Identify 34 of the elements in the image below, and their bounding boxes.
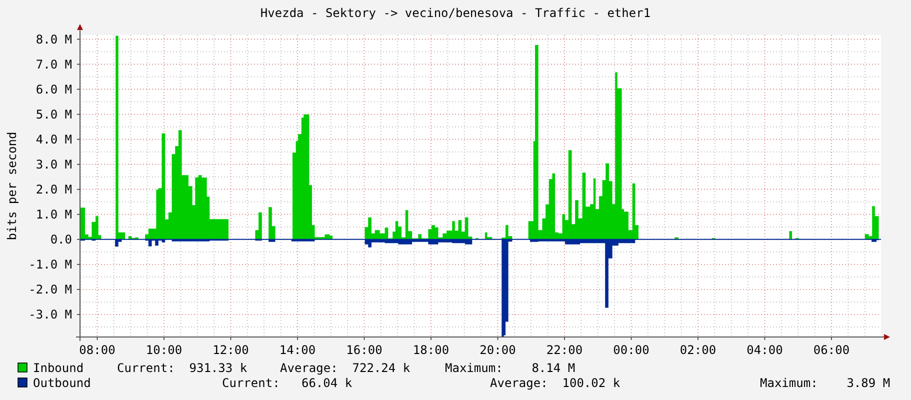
y-tick-label: 4.0 M <box>36 132 72 147</box>
text: Current: 66.04 k <box>222 376 353 390</box>
text: Average: 722.24 k <box>280 361 411 375</box>
text: Current: 931.33 k <box>117 361 248 375</box>
x-tick-label: 14:00 <box>279 343 316 357</box>
x-tick-label: 10:00 <box>146 343 182 357</box>
x-tick-label: 04:00 <box>746 343 783 357</box>
y-tick-label: 6.0 M <box>36 82 72 96</box>
y-axis-title: bits per second <box>5 132 19 240</box>
x-tick-label: 20:00 <box>480 343 516 357</box>
y-tick-label: 7.0 M <box>36 57 72 72</box>
x-tick-label: 12:00 <box>212 343 249 357</box>
y-tick-label: 0.0 <box>50 232 72 247</box>
legend-label: Inbound <box>33 361 84 375</box>
y-tick-label: -3.0 M <box>28 308 72 322</box>
y-tick-label: 2.0 M <box>36 182 72 197</box>
x-tick-label: 08:00 <box>79 343 116 357</box>
y-tick-label: -2.0 M <box>28 282 72 297</box>
x-tick-label: 16:00 <box>346 343 382 357</box>
chart-title: Hvezda - Sektory -> vecino/benesova - Traffic - ether1 <box>260 6 651 20</box>
y-tick-label: 5.0 M <box>36 108 72 122</box>
y-tick-label: 1.0 M <box>36 208 72 222</box>
x-tick-label: 00:00 <box>613 343 650 357</box>
x-tick-label: 22:00 <box>546 343 583 357</box>
y-tick-label: -1.0 M <box>28 258 72 272</box>
text: Maximum: 8.14 M <box>445 361 576 375</box>
text: Maximum: 3.89 M <box>760 376 890 390</box>
x-tick-label: 06:00 <box>813 343 850 357</box>
text: Average: 100.02 k <box>490 376 621 390</box>
y-tick-label: 3.0 M <box>36 158 72 172</box>
legend-label: Outbound <box>33 376 91 390</box>
x-tick-label: 18:00 <box>412 343 450 357</box>
y-tick-label: 8.0 M <box>36 32 72 46</box>
x-tick-label: 02:00 <box>680 343 716 357</box>
